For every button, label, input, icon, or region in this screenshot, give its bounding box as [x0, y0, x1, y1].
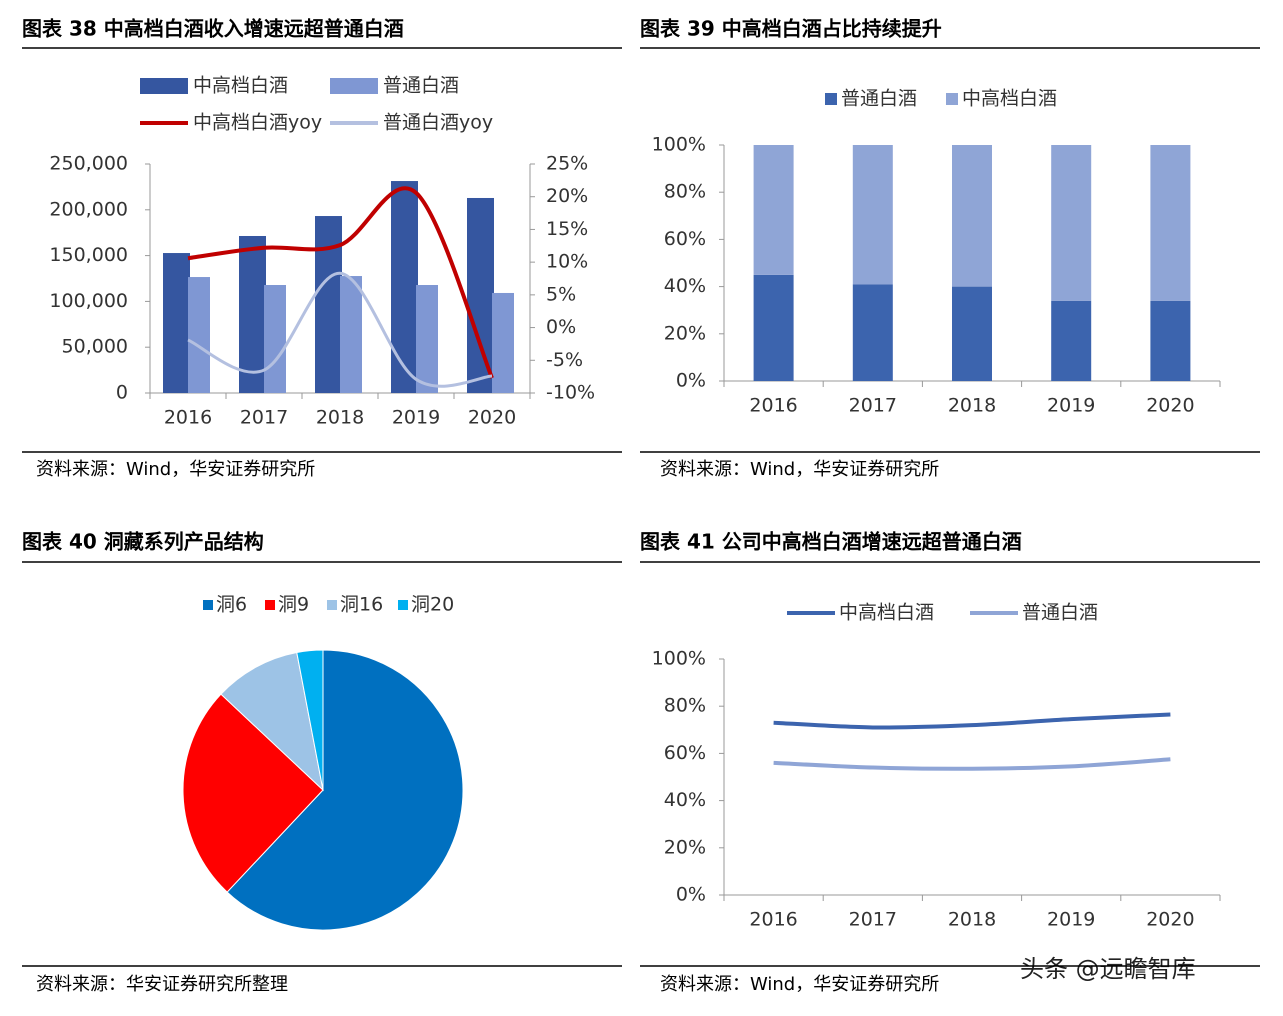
- legend-label: 中高档白酒: [193, 75, 288, 97]
- source-note: 资料来源：Wind，华安证券研究所: [660, 974, 939, 995]
- y-tick-label: 20%: [664, 322, 706, 344]
- y-tick-label: 40%: [664, 275, 706, 297]
- y-tick-label: 100%: [652, 134, 706, 156]
- x-tick-label: 2019: [1047, 909, 1095, 931]
- bar: [239, 235, 266, 393]
- bar: [492, 292, 514, 393]
- bar-segment: [1150, 300, 1191, 381]
- bar: [467, 197, 494, 393]
- y-tick-label: 0%: [546, 316, 576, 338]
- legend-label: 普通白酒: [383, 75, 459, 97]
- legend-label: 普通白酒yoy: [383, 112, 493, 134]
- bar: [163, 253, 190, 393]
- legend-swatch: [398, 600, 408, 610]
- x-tick-label: 2017: [849, 909, 897, 931]
- y-tick-label: 0%: [676, 884, 706, 906]
- legend-label: 中高档白酒yoy: [193, 112, 322, 134]
- legend-label: 洞6: [216, 594, 247, 616]
- x-tick-label: 2019: [392, 407, 440, 429]
- series-line: [773, 712, 1171, 730]
- bar: [188, 277, 210, 393]
- legend-swatch: [140, 78, 188, 94]
- y-tick-label: 20%: [664, 836, 706, 858]
- legend-label: 洞9: [278, 594, 309, 616]
- chart-title: 图表 39 中高档白酒占比持续提升: [640, 17, 942, 41]
- watermark: 头条 @远瞻智库: [1020, 955, 1196, 983]
- y-tick-label: 15%: [546, 218, 588, 240]
- y-tick-label: 250,000: [49, 153, 128, 175]
- source-note: 资料来源：华安证券研究所整理: [36, 974, 288, 995]
- x-tick-label: 2018: [948, 909, 996, 931]
- x-tick-label: 2017: [849, 395, 897, 417]
- bar: [391, 181, 418, 393]
- bar-segment: [852, 284, 893, 381]
- legend-swatch: [825, 93, 837, 105]
- x-tick-label: 2020: [1146, 909, 1194, 931]
- y-tick-label: 20%: [546, 185, 588, 207]
- x-tick-label: 2016: [749, 395, 797, 417]
- series-line: [773, 757, 1171, 771]
- y-tick-label: 80%: [664, 695, 706, 717]
- x-tick-label: 2020: [468, 407, 516, 429]
- x-tick-label: 2020: [1146, 395, 1194, 417]
- y-tick-label: 0%: [676, 370, 706, 392]
- chart-title: 图表 41 公司中高档白酒增速远超普通白酒: [640, 530, 1022, 554]
- pie-slice: [182, 693, 324, 893]
- bar-segment: [1051, 145, 1092, 301]
- y-tick-label: 50,000: [62, 336, 128, 358]
- bar: [340, 276, 362, 393]
- y-tick-label: 10%: [546, 251, 588, 273]
- bar-segment: [1051, 300, 1092, 381]
- y-tick-label: 60%: [664, 742, 706, 764]
- bar: [264, 285, 286, 393]
- y-tick-label: 25%: [546, 153, 588, 175]
- legend-label: 洞20: [411, 594, 454, 616]
- chart-title: 图表 40 洞藏系列产品结构: [22, 530, 264, 554]
- bar-segment: [1150, 145, 1191, 301]
- x-tick-label: 2018: [316, 407, 364, 429]
- legend-swatch: [327, 600, 337, 610]
- bar: [416, 285, 438, 393]
- bar-segment: [753, 274, 794, 381]
- x-tick-label: 2016: [164, 407, 212, 429]
- bar: [315, 216, 342, 393]
- chart-title: 图表 38 中高档白酒收入增速远超普通白酒: [22, 17, 404, 41]
- series-line: [187, 271, 493, 388]
- legend-label: 中高档白酒: [839, 602, 934, 624]
- legend-label: 普通白酒: [1022, 602, 1098, 624]
- y-tick-label: 60%: [664, 228, 706, 250]
- legend-swatch: [330, 78, 378, 94]
- bar-segment: [852, 145, 893, 285]
- x-tick-label: 2017: [240, 407, 288, 429]
- y-tick-label: 100,000: [49, 290, 128, 312]
- legend-swatch: [265, 600, 275, 610]
- y-tick-label: 80%: [664, 181, 706, 203]
- legend-label: 洞16: [340, 594, 383, 616]
- series-line: [187, 186, 494, 379]
- legend-label: 中高档白酒: [962, 88, 1057, 110]
- y-tick-label: -5%: [546, 349, 583, 371]
- x-tick-label: 2018: [948, 395, 996, 417]
- x-tick-label: 2019: [1047, 395, 1095, 417]
- legend-swatch: [203, 600, 213, 610]
- y-tick-label: 5%: [546, 283, 576, 305]
- bar-segment: [753, 145, 794, 275]
- source-note: 资料来源：Wind，华安证券研究所: [36, 459, 315, 480]
- y-tick-label: 150,000: [49, 244, 128, 266]
- pie-slice: [226, 649, 464, 931]
- bar-segment: [952, 145, 992, 287]
- y-tick-label: 200,000: [49, 198, 128, 220]
- y-tick-label: 100%: [652, 648, 706, 670]
- y-tick-label: 40%: [664, 789, 706, 811]
- source-note: 资料来源：Wind，华安证券研究所: [660, 459, 939, 480]
- legend-label: 普通白酒: [841, 88, 917, 110]
- pie-slice: [296, 649, 324, 791]
- y-tick-label: -10%: [546, 382, 595, 404]
- y-tick-label: 0: [116, 382, 128, 404]
- pie-slice: [220, 651, 324, 792]
- legend-swatch: [946, 93, 958, 105]
- bar-segment: [952, 286, 992, 381]
- x-tick-label: 2016: [749, 909, 797, 931]
